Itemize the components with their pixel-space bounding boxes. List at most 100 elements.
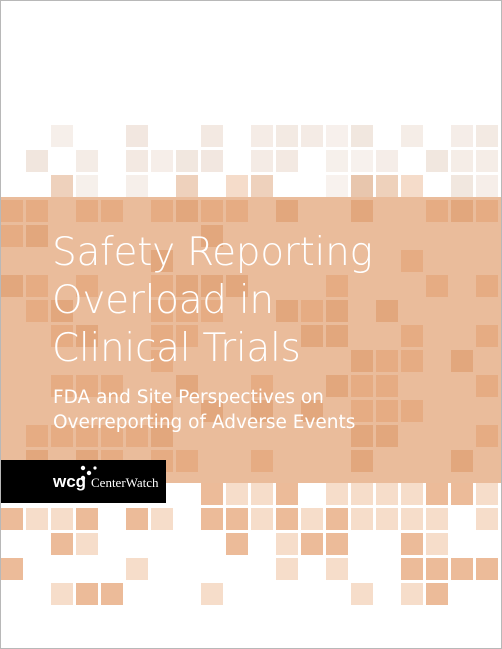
pattern-square bbox=[201, 483, 223, 505]
pattern-square bbox=[126, 558, 148, 580]
pattern-square bbox=[301, 508, 323, 530]
pattern-square bbox=[401, 175, 423, 197]
pattern-square bbox=[126, 125, 148, 147]
pattern-square bbox=[126, 508, 148, 530]
pattern-square bbox=[426, 583, 448, 605]
pattern-square bbox=[251, 483, 273, 505]
pattern-square bbox=[351, 483, 373, 505]
pattern-square bbox=[351, 125, 373, 147]
pattern-square bbox=[226, 533, 248, 555]
pattern-square bbox=[351, 583, 373, 605]
pattern-square bbox=[176, 150, 198, 172]
pattern-square bbox=[476, 558, 498, 580]
pattern-square bbox=[401, 583, 423, 605]
pattern-square bbox=[76, 508, 98, 530]
pattern-square bbox=[51, 533, 73, 555]
pattern-square bbox=[201, 125, 223, 147]
title: Safety Reporting Overload in Clinical Tr… bbox=[52, 229, 373, 373]
pattern-square bbox=[201, 583, 223, 605]
pattern-square bbox=[326, 175, 348, 197]
pattern-square bbox=[51, 125, 73, 147]
pattern-square bbox=[76, 150, 98, 172]
pattern-square bbox=[426, 508, 448, 530]
pattern-square bbox=[276, 150, 298, 172]
pattern-square bbox=[76, 583, 98, 605]
pattern-square bbox=[401, 125, 423, 147]
orange-band bbox=[1, 197, 501, 483]
pattern-square bbox=[301, 533, 323, 555]
pattern-square bbox=[76, 533, 98, 555]
subtitle-line: Overreporting of Adverse Events bbox=[53, 412, 356, 433]
pattern-square bbox=[126, 175, 148, 197]
pattern-square bbox=[451, 558, 473, 580]
pattern-square bbox=[451, 150, 473, 172]
pattern-square bbox=[426, 483, 448, 505]
pattern-square bbox=[326, 150, 348, 172]
pattern-square bbox=[376, 150, 398, 172]
pattern-square bbox=[226, 175, 248, 197]
pattern-square bbox=[426, 533, 448, 555]
pattern-square bbox=[476, 483, 498, 505]
pattern-square bbox=[426, 558, 448, 580]
pattern-square bbox=[251, 150, 273, 172]
pattern-square bbox=[276, 558, 298, 580]
title-line: Safety Reporting bbox=[52, 230, 373, 275]
pattern-square bbox=[251, 125, 273, 147]
pattern-square bbox=[101, 583, 123, 605]
pattern-square bbox=[51, 583, 73, 605]
pattern-square bbox=[426, 150, 448, 172]
pattern-square bbox=[401, 483, 423, 505]
subtitle: FDA and Site Perspectives on Overreporti… bbox=[53, 385, 355, 435]
pattern-square bbox=[176, 175, 198, 197]
pattern-square bbox=[151, 508, 173, 530]
pattern-square bbox=[451, 125, 473, 147]
subtitle-line: FDA and Site Perspectives on bbox=[53, 387, 324, 408]
pattern-square bbox=[276, 483, 298, 505]
pattern-square bbox=[351, 508, 373, 530]
title-line: Clinical Trials bbox=[52, 326, 301, 371]
pattern-square bbox=[201, 150, 223, 172]
pattern-square bbox=[51, 508, 73, 530]
pattern-square bbox=[476, 508, 498, 530]
pattern-square bbox=[476, 175, 498, 197]
pattern-square bbox=[1, 508, 23, 530]
pattern-square bbox=[76, 175, 98, 197]
pattern-square bbox=[1, 558, 23, 580]
pattern-square bbox=[451, 175, 473, 197]
pattern-square bbox=[51, 175, 73, 197]
logo: wcg CenterWatch bbox=[1, 460, 166, 503]
pattern-square bbox=[451, 483, 473, 505]
pattern-square bbox=[351, 150, 373, 172]
pattern-square bbox=[326, 533, 348, 555]
pattern-square bbox=[301, 125, 323, 147]
pattern-square bbox=[401, 558, 423, 580]
pattern-square bbox=[476, 125, 498, 147]
pattern-square bbox=[226, 508, 248, 530]
pattern-square bbox=[151, 150, 173, 172]
pattern-square bbox=[401, 508, 423, 530]
pattern-square bbox=[251, 508, 273, 530]
pattern-square bbox=[251, 175, 273, 197]
pattern-square bbox=[276, 508, 298, 530]
pattern-square bbox=[276, 125, 298, 147]
pattern-square bbox=[326, 483, 348, 505]
logo-icon bbox=[80, 465, 97, 481]
logo-name: CenterWatch bbox=[91, 475, 159, 490]
pattern-square bbox=[376, 508, 398, 530]
pattern-square bbox=[226, 483, 248, 505]
pattern-square bbox=[351, 175, 373, 197]
pattern-square bbox=[126, 150, 148, 172]
title-line: Overload in bbox=[52, 278, 274, 323]
pattern-square bbox=[276, 533, 298, 555]
pattern-square bbox=[201, 508, 223, 530]
pattern-square bbox=[326, 508, 348, 530]
pattern-square bbox=[26, 150, 48, 172]
pattern-square bbox=[26, 508, 48, 530]
pattern-square bbox=[476, 150, 498, 172]
pattern-square bbox=[376, 175, 398, 197]
pattern-square bbox=[326, 558, 348, 580]
pattern-square bbox=[326, 125, 348, 147]
pattern-square bbox=[376, 175, 398, 197]
